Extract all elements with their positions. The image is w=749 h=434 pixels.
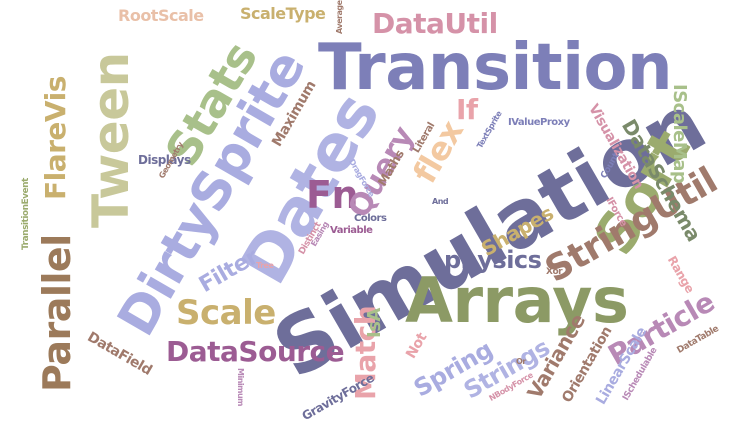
word-textsprite: TextSprite <box>475 109 504 150</box>
word-scale: Scale <box>176 293 276 333</box>
word-scaletype: ScaleType <box>240 4 326 23</box>
word-xor: Xor <box>546 267 563 277</box>
word-physics: physics <box>444 246 542 274</box>
word-datasource: DataSource <box>166 335 345 368</box>
word-if: If <box>456 93 478 126</box>
word-displays: Displays <box>138 153 191 167</box>
word-transitionevent: TransitionEvent <box>21 178 31 250</box>
word-tree: Tree <box>256 261 274 270</box>
word-arrays: Arrays <box>405 264 629 337</box>
word-datautil: DataUtil <box>372 7 498 40</box>
word-and: And <box>432 197 449 206</box>
word-transition: Transition <box>318 31 673 105</box>
word-average: Average <box>335 0 344 34</box>
word-parallel: Parallel <box>35 234 79 392</box>
word-isa: IsA <box>364 308 385 338</box>
word-iscalemap: IScaleMap <box>669 84 690 184</box>
word-colors: Colors <box>354 213 387 224</box>
word-flarevis: FlareVis <box>39 76 72 200</box>
word-rootscale: RootScale <box>118 6 204 25</box>
word-fn: Fn <box>306 173 359 217</box>
word-or: Or <box>516 357 526 366</box>
word-range: Range <box>664 253 697 296</box>
word-minimum: Minimum <box>236 368 245 407</box>
word-ivalueproxy: IValueProxy <box>508 117 570 128</box>
word-variable: Variable <box>330 225 373 236</box>
word-tween: Tween <box>82 52 140 228</box>
